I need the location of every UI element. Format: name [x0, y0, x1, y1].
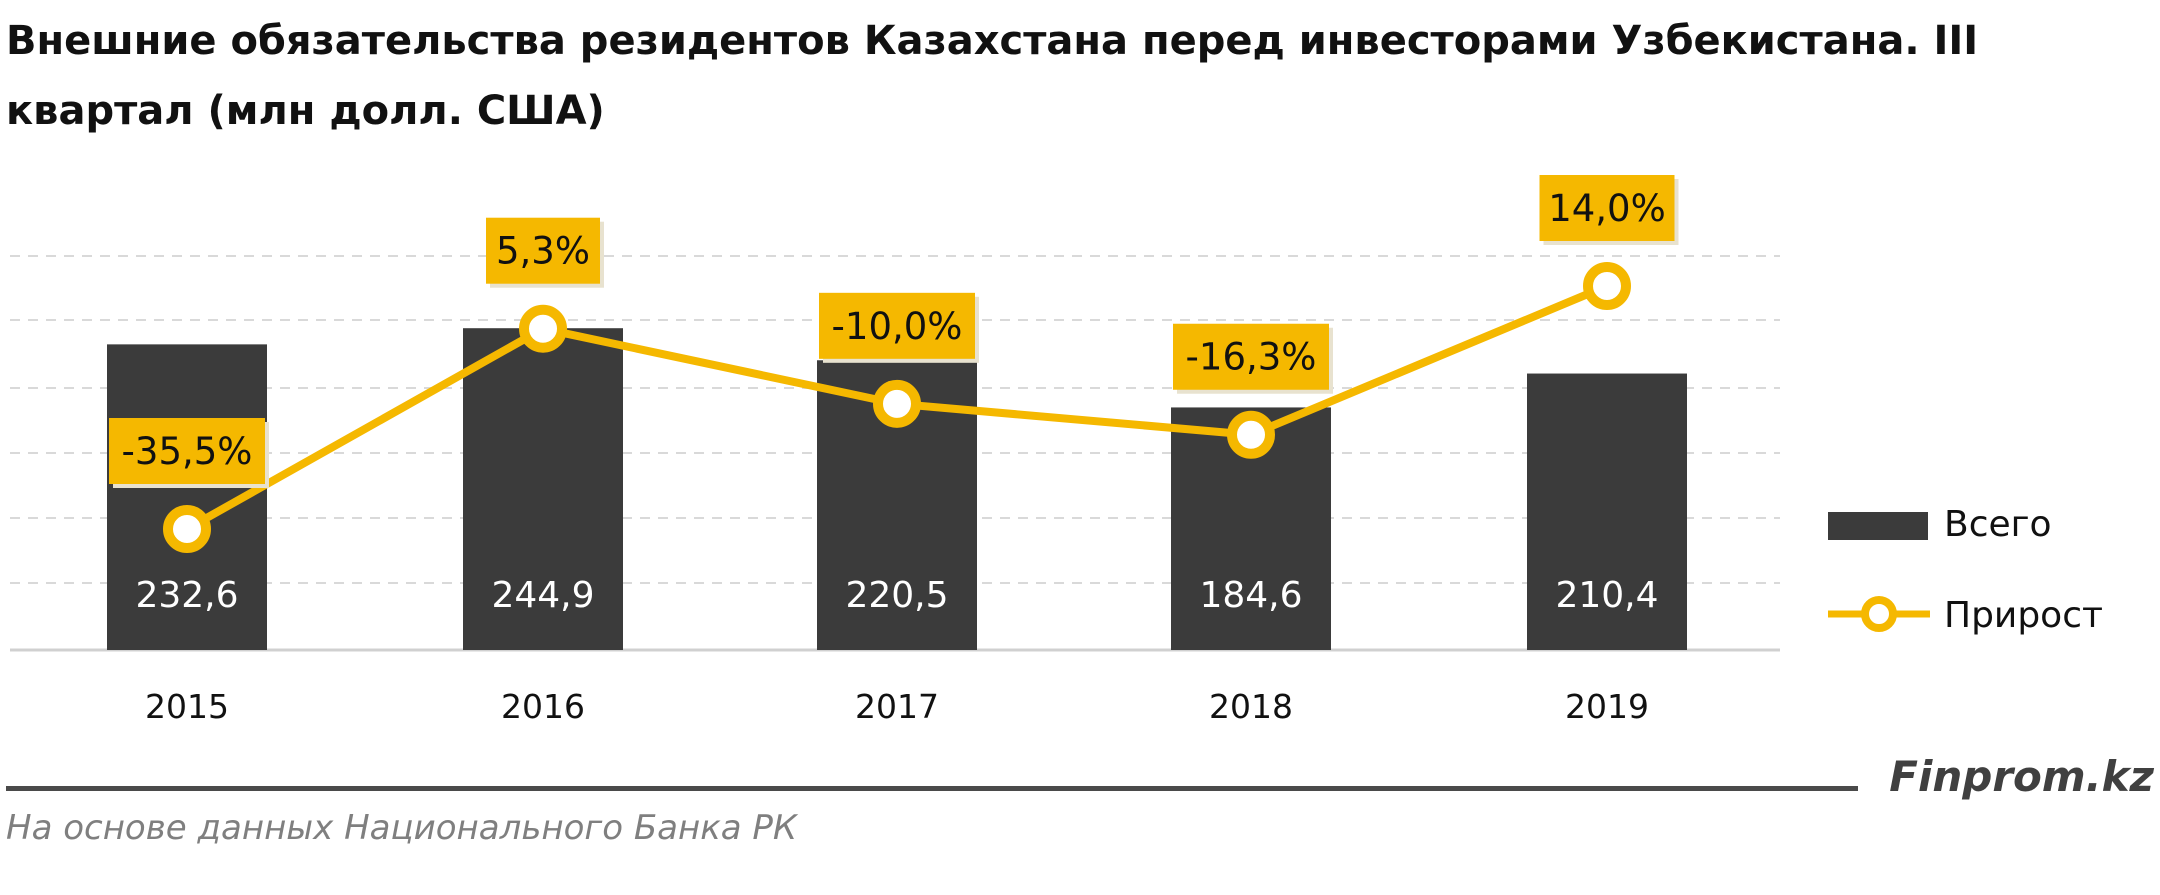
growth-line [163, 262, 1631, 553]
bar-value-label: 232,6 [135, 575, 238, 616]
bar-value-label: 220,5 [845, 575, 948, 616]
growth-point-2016 [519, 304, 567, 353]
growth-point-2018 [1227, 410, 1275, 459]
bar-2016 [463, 328, 623, 650]
x-tick-label: 2016 [501, 687, 585, 726]
chart-title: Внешние обязательства резидентов Казахст… [6, 18, 1979, 134]
growth-label-box [819, 292, 975, 359]
footer-rule [6, 786, 1858, 791]
growth-value-label: -16,3% [1186, 336, 1317, 379]
x-tick-label: 2017 [855, 687, 939, 726]
source-note: На основе данных Национального Банка РК [6, 808, 798, 848]
brand-logo: Finprom.kz [1889, 752, 2154, 801]
growth-value-label: 5,3% [496, 230, 590, 273]
growth-point-2017 [873, 379, 921, 428]
bar-value-labels: 232,6 244,9 220,5 184,6 210,4 [135, 575, 1658, 616]
growth-point-2015 [163, 505, 211, 553]
legend-swatch-total [1828, 512, 1928, 540]
x-tick-label: 2018 [1209, 687, 1293, 726]
legend-label-total: Всего [1944, 504, 2052, 545]
growth-label-box [1173, 323, 1329, 390]
growth-value-label: -35,5% [122, 430, 253, 473]
x-tick-label: 2019 [1565, 687, 1649, 726]
x-tick-label: 2015 [145, 687, 229, 726]
bar-2019 [1527, 373, 1687, 650]
bar-value-label: 210,4 [1555, 575, 1658, 616]
growth-label-box [486, 217, 600, 284]
legend-swatch-growth-marker [1861, 596, 1897, 632]
growth-label-box [1539, 175, 1675, 241]
bar-value-label: 184,6 [1199, 575, 1302, 616]
growth-value-labels: -35,5% 5,3% -10,0% -16,3% 14,0% [109, 175, 1679, 488]
legend: Всего Прирост [1828, 504, 2103, 636]
legend-label-growth: Прирост [1944, 595, 2103, 636]
growth-value-label: 14,0% [1548, 187, 1666, 230]
bar-value-label: 244,9 [491, 575, 594, 616]
growth-label-box [109, 418, 265, 484]
growth-point-2019 [1583, 262, 1631, 310]
growth-value-label: -10,0% [832, 305, 963, 348]
x-axis-ticks: 2015 2016 2017 2018 2019 [145, 687, 1649, 726]
